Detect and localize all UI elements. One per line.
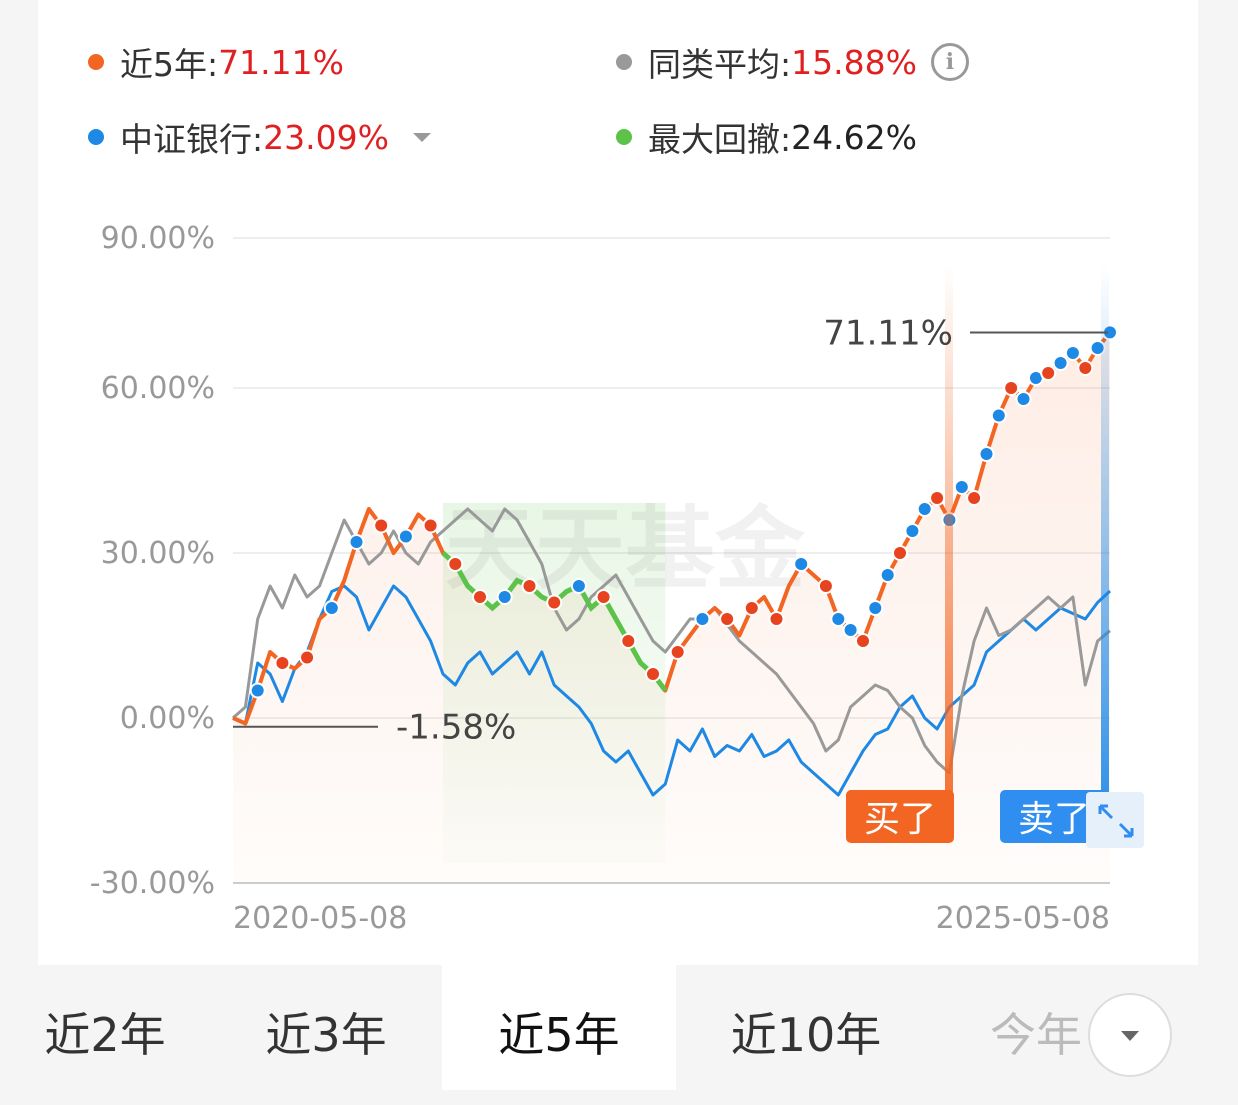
y-tick-label: -30.00% <box>90 866 215 901</box>
x-tick-label: 2025-05-08 <box>936 901 1110 936</box>
legend-index-dot <box>88 129 104 145</box>
trade-point[interactable] <box>397 528 414 545</box>
trade-point[interactable] <box>830 611 847 627</box>
legend-index-label: 中证银行: <box>120 120 264 159</box>
sell-marker[interactable] <box>1000 790 1108 843</box>
trade-point[interactable] <box>904 523 921 539</box>
trade-point[interactable] <box>990 407 1007 424</box>
trade-point[interactable] <box>299 649 316 666</box>
tab-10y[interactable]: 近10年 <box>730 1008 882 1062</box>
y-tick-label: 90.00% <box>101 221 215 256</box>
y-tick-label: 60.00% <box>101 371 215 406</box>
trade-point[interactable] <box>978 446 995 462</box>
trade-point[interactable] <box>1015 391 1032 407</box>
tab-ytd[interactable]: 今年 <box>990 1008 1082 1062</box>
trade-point[interactable] <box>422 517 439 534</box>
legend-peer-label: 同类平均: <box>648 45 792 84</box>
buy-marker-line <box>945 265 953 795</box>
trade-point[interactable] <box>867 600 884 616</box>
trade-point[interactable] <box>1077 360 1094 376</box>
legend-fund-dot <box>88 54 104 70</box>
legend-drawdown-label: 最大回撤: <box>648 120 792 159</box>
trade-point[interactable] <box>249 682 266 699</box>
trade-point[interactable] <box>546 594 563 611</box>
buy-marker-label: 买了 <box>864 799 936 840</box>
trade-point[interactable] <box>842 622 859 638</box>
legend-drawdown-dot <box>616 129 632 145</box>
trade-point[interactable] <box>743 600 760 616</box>
legend-fund-value: 71.11% <box>218 42 344 82</box>
trade-point[interactable] <box>953 479 970 495</box>
trade-point[interactable] <box>1064 345 1081 361</box>
trade-point[interactable] <box>323 600 340 616</box>
more-periods-button[interactable] <box>1088 993 1172 1077</box>
series-line-index <box>232 584 1112 797</box>
trade-point[interactable] <box>521 578 538 594</box>
trade-point[interactable] <box>496 589 513 605</box>
tab-2y[interactable]: 近2年 <box>44 1008 166 1062</box>
performance-chart[interactable]: 天天基金 买了 卖了 90.00% 60.00% 30.00% 0.00% -30.00%… <box>0 0 1238 965</box>
trade-point[interactable] <box>620 633 637 649</box>
trade-point[interactable] <box>916 501 933 517</box>
trade-point[interactable] <box>855 633 871 649</box>
trade-point[interactable] <box>768 611 785 627</box>
trade-point[interactable] <box>879 567 896 583</box>
x-tick-label: 2020-05-08 <box>233 901 407 936</box>
legend-drawdown-value: 24.62% <box>791 117 917 157</box>
series-line-peer <box>232 507 1111 775</box>
legend-index[interactable]: 中证银行: 23.09% <box>88 113 431 161</box>
y-tick-label: 30.00% <box>101 536 215 571</box>
expand-icon[interactable] <box>1086 792 1144 848</box>
max-annotation-label: 71.11% <box>823 313 953 353</box>
trade-point[interactable] <box>793 556 810 572</box>
legend-peer-dot <box>616 54 632 70</box>
legend-peer-value: 15.88% <box>791 42 917 82</box>
trade-point[interactable] <box>472 589 488 605</box>
trade-point[interactable] <box>817 578 834 594</box>
trade-point[interactable] <box>719 611 736 627</box>
trade-point[interactable] <box>694 611 711 627</box>
trade-point[interactable] <box>966 490 983 506</box>
trade-point[interactable] <box>373 517 390 534</box>
min-annotation-label: -1.58% <box>396 708 516 748</box>
trade-point[interactable] <box>595 589 612 605</box>
trade-point[interactable] <box>274 655 291 671</box>
trade-point[interactable] <box>1040 365 1057 381</box>
trade-point[interactable] <box>669 644 686 660</box>
tab-5y[interactable]: 近5年 <box>442 965 676 1090</box>
buy-marker[interactable] <box>846 790 954 843</box>
sell-marker-label: 卖了 <box>1018 799 1090 840</box>
trade-point[interactable] <box>929 490 946 506</box>
trade-point[interactable] <box>570 578 587 594</box>
legend-drawdown[interactable]: 最大回撤: 24.62% <box>616 113 917 161</box>
trade-point[interactable] <box>348 534 365 550</box>
trade-point[interactable] <box>447 556 464 572</box>
watermark: 天天基金 <box>445 497 806 602</box>
sell-marker-line <box>1101 265 1109 795</box>
y-tick-label: 0.00% <box>120 701 215 736</box>
legend-peer[interactable]: 同类平均: 15.88% i <box>616 38 969 86</box>
chevron-down-icon <box>1121 1031 1139 1041</box>
legend-fund-label: 近5年: <box>120 45 219 84</box>
legend-fund[interactable]: 近5年: 71.11% <box>88 38 344 86</box>
fund-area <box>233 332 1110 883</box>
trade-point[interactable] <box>1052 355 1069 371</box>
legend-index-value: 23.09% <box>263 117 389 157</box>
info-icon[interactable]: i <box>930 43 969 81</box>
chevron-down-icon[interactable] <box>412 132 431 142</box>
trade-point[interactable] <box>1003 380 1020 396</box>
trade-point[interactable] <box>892 545 908 561</box>
trade-point[interactable] <box>645 666 661 682</box>
tab-3y[interactable]: 近3年 <box>265 1008 387 1062</box>
period-tabs: 近2年 近3年 近5年 近10年 今年 <box>0 965 1238 1090</box>
